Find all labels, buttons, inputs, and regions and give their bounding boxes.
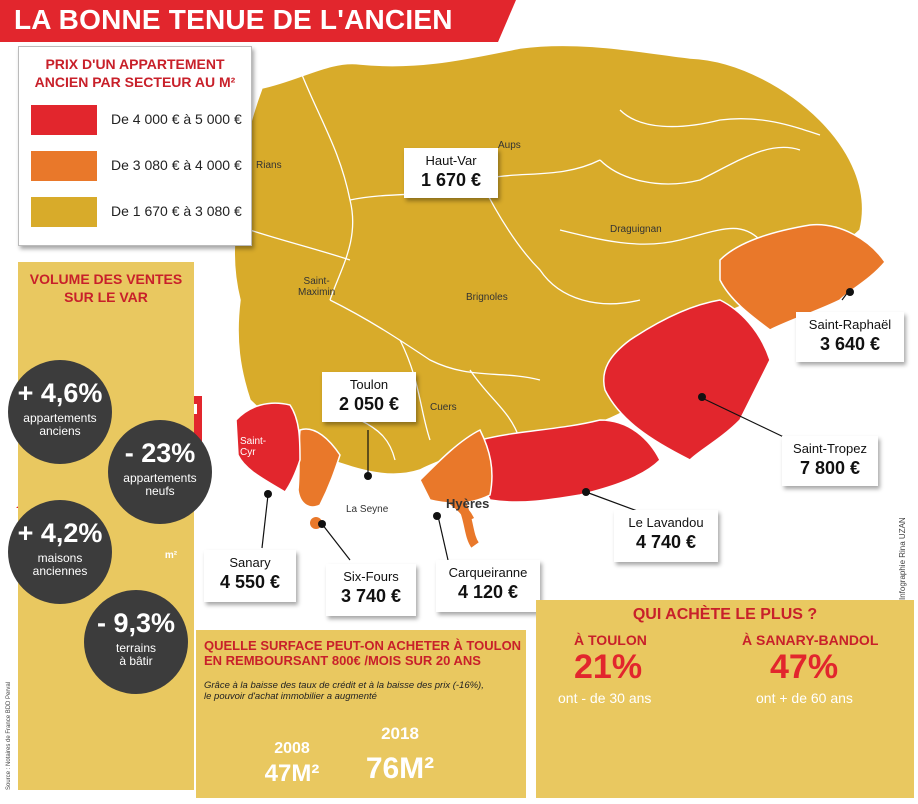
price-label-sanary: Sanary 4 550 € bbox=[204, 550, 296, 602]
sanary-percent: 47% bbox=[770, 648, 839, 686]
stat-value: - 23% bbox=[124, 438, 196, 468]
legend-title-line1: PRIX D'UN APPARTEMENT bbox=[45, 56, 225, 72]
stat-circle-maisons-anciennes: + 4,2% maisons anciennes bbox=[8, 500, 112, 604]
sector-name: Sanary bbox=[229, 555, 271, 570]
pointer-lines bbox=[261, 291, 849, 561]
town-la-seyne: La Seyne bbox=[346, 504, 389, 515]
sector-name: Carqueiranne bbox=[448, 565, 528, 580]
surface-2008-value: 47M² bbox=[264, 760, 320, 787]
price-label-haut-var: Haut-Var 1 670 € bbox=[404, 148, 498, 198]
surface-panel: QUELLE SURFACE PEUT-ON ACHETER À TOULON … bbox=[196, 630, 526, 798]
sector-name: Saint-Raphaël bbox=[808, 317, 892, 332]
stat-value: - 9,3% bbox=[96, 608, 176, 638]
price-label-toulon: Toulon 2 050 € bbox=[322, 372, 416, 422]
surface-2018-year: 2018 bbox=[381, 724, 419, 743]
legend-swatch-orange bbox=[31, 151, 97, 181]
stat-value: + 4,6% bbox=[17, 378, 103, 408]
town-name-part: Saint- bbox=[303, 276, 330, 287]
price-label-saint-tropez: Saint-Tropez 7 800 € bbox=[782, 436, 878, 486]
sector-price: 3 640 € bbox=[819, 334, 881, 354]
sector-name: Saint-Tropez bbox=[793, 441, 867, 456]
town-name-part: Maximin bbox=[298, 287, 336, 298]
toulon-percent: 21% bbox=[574, 648, 643, 686]
map-red-lavandou bbox=[477, 419, 661, 503]
sector-price: 2 050 € bbox=[338, 394, 400, 414]
sector-name: Haut-Var bbox=[425, 153, 477, 168]
map-island-porquerolles bbox=[449, 496, 479, 548]
buyers-title: QUI ACHÈTE LE PLUS ? bbox=[632, 606, 818, 623]
stat-circle-appartements-anciens: + 4,6% appartements anciens bbox=[8, 360, 112, 464]
infographic-credit: Infographie Rina UZAN bbox=[898, 517, 907, 600]
stat-circle-terrains: - 9,3% terrains à bâtir bbox=[84, 590, 188, 694]
volume-title: VOLUME DES VENTES SUR LE VAR bbox=[18, 270, 194, 306]
town-brignoles: Brignoles bbox=[466, 292, 508, 303]
sanary-label: À SANARY-BANDOL bbox=[742, 632, 879, 648]
surface-title: QUELLE SURFACE PEUT-ON ACHETER À TOULON … bbox=[204, 638, 524, 668]
buyers-panel: QUI ACHÈTE LE PLUS ? À TOULON 21% ont - … bbox=[536, 600, 914, 798]
price-label-le-lavandou: Le Lavandou 4 740 € bbox=[614, 510, 718, 562]
stat-label: anciennes bbox=[32, 564, 88, 578]
price-label-saint-raphael: Saint-Raphaël 3 640 € bbox=[796, 312, 904, 362]
sector-price: 1 670 € bbox=[420, 170, 482, 190]
stat-circle-appartements-neufs: - 23% appartements neufs bbox=[108, 420, 212, 524]
map-orange-six-fours bbox=[297, 428, 341, 508]
legend-swatch-yellow bbox=[31, 197, 97, 227]
town-draguignan: Draguignan bbox=[610, 224, 662, 235]
toulon-label: À TOULON bbox=[574, 632, 647, 648]
sector-name: Toulon bbox=[349, 377, 389, 392]
stat-label: appartements bbox=[123, 471, 197, 485]
town-rians: Rians bbox=[256, 160, 282, 171]
sector-price: 4 740 € bbox=[635, 532, 697, 552]
town-hyeres: Hyères bbox=[446, 496, 490, 511]
volume-title-line1: VOLUME DES VENTES bbox=[29, 271, 183, 287]
legend-label-yellow: De 1 670 € à 3 080 € bbox=[111, 203, 242, 219]
map-red-saint-cyr bbox=[235, 402, 301, 493]
map-red-east bbox=[603, 299, 771, 461]
pointer-dots bbox=[264, 288, 854, 528]
sector-name: Le Lavandou bbox=[628, 515, 704, 530]
sector-price: 7 800 € bbox=[799, 458, 861, 478]
price-label-carqueiranne: Carqueiranne 4 120 € bbox=[436, 560, 540, 612]
surface-2018-value: 76M² bbox=[365, 752, 435, 785]
sector-price: 4 550 € bbox=[219, 572, 281, 592]
sanary-age-desc: ont + de 60 ans bbox=[756, 690, 853, 706]
sector-price: 4 120 € bbox=[457, 582, 519, 602]
legend-title-line2: ANCIEN PAR SECTEUR AU M² bbox=[34, 74, 236, 90]
stat-label: appartements bbox=[23, 411, 97, 425]
surface-title-line1: QUELLE SURFACE PEUT-ON ACHETER À TOULON bbox=[204, 638, 522, 653]
legend-label-orange: De 3 080 € à 4 000 € bbox=[111, 157, 242, 173]
price-label-six-fours: Six-Fours 3 740 € bbox=[326, 564, 416, 616]
town-name-part: Saint- bbox=[240, 436, 267, 447]
town-name-part: Cyr bbox=[240, 447, 256, 458]
stat-label: neufs bbox=[145, 484, 175, 498]
stat-value: + 4,2% bbox=[17, 518, 103, 548]
legend-title: PRIX D'UN APPARTEMENT ANCIEN PAR SECTEUR… bbox=[19, 55, 251, 91]
map-borders bbox=[249, 69, 821, 461]
surface-subtitle-line2: le pouvoir d'achat immobilier a augmenté bbox=[204, 691, 377, 702]
surface-subtitle-line1: Grâce à la baisse des taux de crédit et … bbox=[204, 680, 484, 691]
stat-label: anciens bbox=[39, 424, 81, 438]
town-saint-cyr: Saint- Cyr bbox=[240, 436, 266, 458]
surface-title-line2: EN REMBOURSANT 800€ /MOIS SUR 20 ANS bbox=[204, 653, 481, 668]
source-note: Source : Notaires de France BDD Perval bbox=[6, 681, 12, 790]
stat-label: terrains bbox=[115, 641, 156, 655]
plan-m2-badge: m² bbox=[164, 550, 178, 561]
surface-2008-year: 2008 bbox=[274, 740, 310, 757]
map-orange-east bbox=[719, 223, 886, 331]
surface-subtitle: Grâce à la baisse des taux de crédit et … bbox=[204, 680, 524, 702]
legend-swatch-red bbox=[31, 105, 97, 135]
page-title: LA BONNE TENUE DE L'ANCIEN bbox=[14, 4, 453, 35]
legend-label-red: De 4 000 € à 5 000 € bbox=[111, 111, 242, 127]
town-aups: Aups bbox=[498, 140, 521, 151]
sector-price: 3 740 € bbox=[340, 586, 402, 606]
stat-label: maisons bbox=[37, 551, 83, 565]
title-banner: LA BONNE TENUE DE L'ANCIEN bbox=[0, 0, 516, 42]
price-legend: PRIX D'UN APPARTEMENT ANCIEN PAR SECTEUR… bbox=[18, 46, 252, 246]
town-saint-maximin: Saint- Maximin bbox=[298, 276, 335, 298]
town-cuers: Cuers bbox=[430, 402, 457, 413]
toulon-age-desc: ont - de 30 ans bbox=[558, 690, 652, 706]
sector-name: Six-Fours bbox=[343, 569, 399, 584]
volume-title-line2: SUR LE VAR bbox=[64, 289, 148, 305]
stat-label: à bâtir bbox=[119, 654, 153, 668]
